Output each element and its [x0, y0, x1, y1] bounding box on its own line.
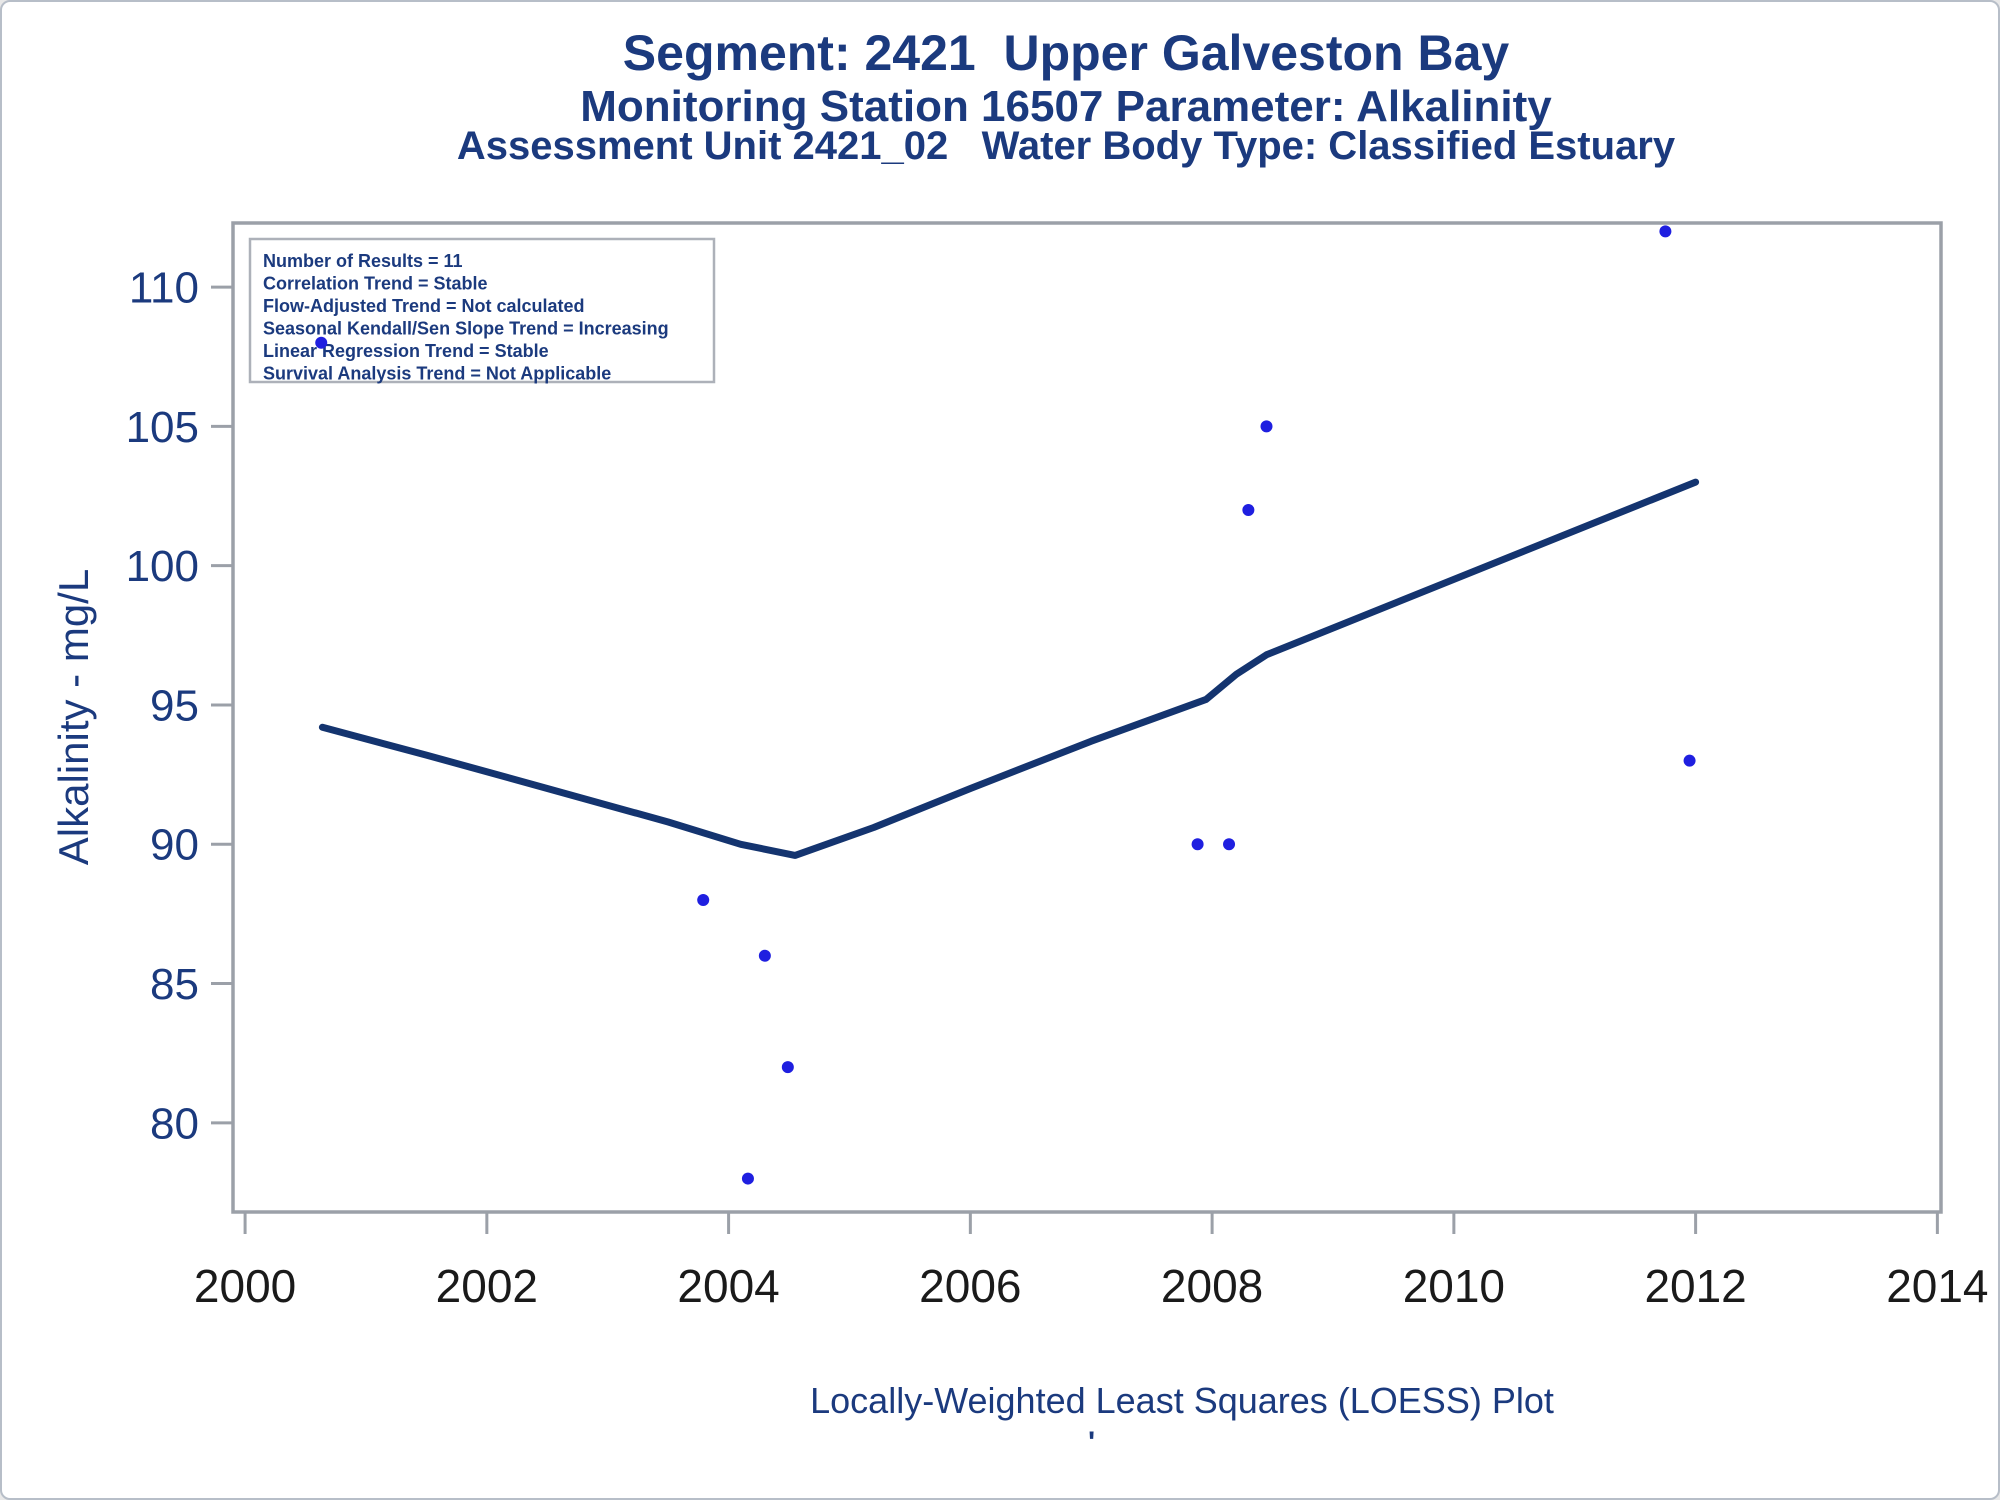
- y-tick-label: 85: [150, 960, 199, 1009]
- y-tick-label: 80: [150, 1099, 199, 1148]
- x-tick-label: 2006: [919, 1260, 1021, 1312]
- data-point: [1260, 420, 1273, 433]
- x-tick-label: 2000: [194, 1260, 296, 1312]
- y-tick-label: 105: [126, 403, 199, 452]
- plot-frame: [231, 221, 1943, 1214]
- chart-subtitle-station: Monitoring Station 16507 Parameter: Alka…: [580, 82, 1552, 131]
- data-point: [781, 1061, 794, 1074]
- stats-box-line: Flow-Adjusted Trend = Not calculated: [263, 296, 585, 316]
- y-tick-label: 110: [129, 263, 199, 312]
- y-tick-label: 90: [150, 821, 199, 870]
- data-point: [741, 1172, 754, 1185]
- x-tick-label: 2002: [436, 1260, 538, 1312]
- data-point: [1191, 838, 1204, 851]
- chart-subtitle-assessment-unit: Assessment Unit 2421_02 Water Body Type:…: [456, 124, 1676, 168]
- data-point: [315, 336, 328, 349]
- stats-box-line: Number of Results = 11: [263, 251, 463, 271]
- data-point: [1659, 225, 1672, 238]
- stats-box-line: Linear Regression Trend = Stable: [263, 341, 549, 361]
- footnote-mark: ': [1088, 1426, 1096, 1459]
- x-tick-label: 2014: [1886, 1260, 1988, 1312]
- data-point: [1223, 838, 1236, 851]
- stats-box-line: Correlation Trend = Stable: [263, 274, 488, 294]
- stats-box-line: Seasonal Kendall/Sen Slope Trend = Incre…: [263, 319, 669, 339]
- y-tick-label: 100: [126, 542, 199, 591]
- data-point: [1683, 754, 1696, 767]
- stats-box-line: Survival Analysis Trend = Not Applicable: [263, 364, 611, 384]
- data-point: [697, 893, 710, 906]
- loess-trend-line: [318, 478, 1700, 859]
- x-tick-label: 2010: [1403, 1260, 1505, 1312]
- stats-box: [248, 237, 716, 384]
- chart-title: Segment: 2421 Upper Galveston Bay: [622, 25, 1510, 81]
- x-tick-label: 2012: [1644, 1260, 1746, 1312]
- data-point: [1242, 503, 1255, 516]
- x-tick-label: 2004: [677, 1260, 779, 1312]
- x-tick-label: 2008: [1161, 1260, 1263, 1312]
- data-point: [758, 949, 771, 962]
- y-tick-label: 95: [150, 681, 199, 730]
- x-axis-label: Locally-Weighted Least Squares (LOESS) P…: [810, 1380, 1554, 1421]
